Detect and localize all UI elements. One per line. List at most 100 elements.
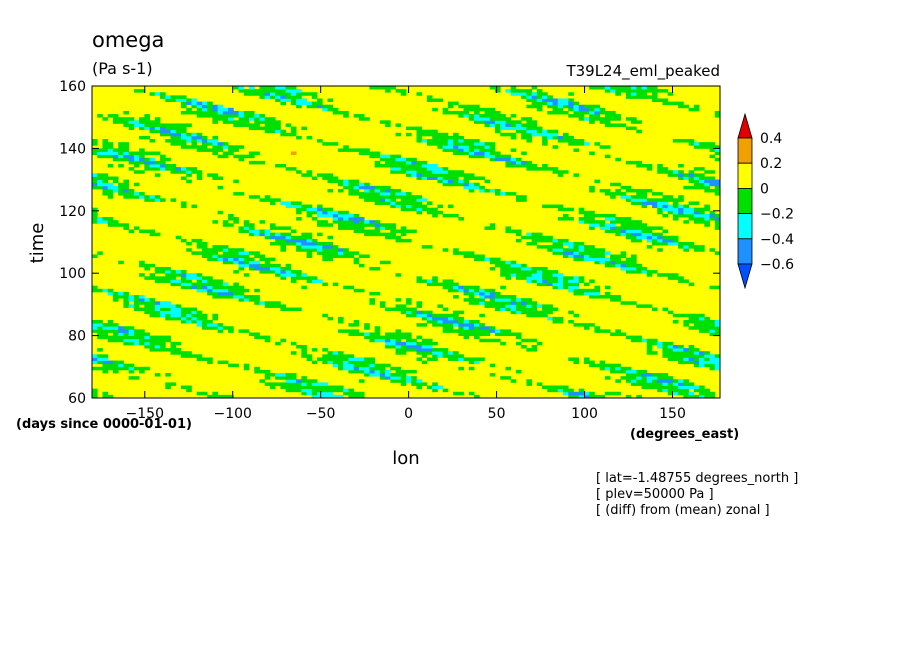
heatmap-cell [610,363,616,368]
heatmap-cell [243,260,250,265]
heatmap-cell [139,154,145,159]
heatmap-cell [583,210,590,215]
heatmap-cell [489,329,496,333]
heatmap-cell [447,182,454,187]
heatmap-cell [133,182,140,187]
heatmap-cell [667,357,674,361]
heatmap-cell [107,188,114,193]
heatmap-cell [322,242,328,246]
heatmap-cell [306,213,313,218]
heatmap-cell [160,304,166,308]
heatmap-cell [589,188,595,193]
heatmap-cell [421,382,428,386]
heatmap-cell [170,98,177,102]
heatmap-cell [280,164,287,168]
heatmap-cell [589,291,595,296]
heatmap-cell [604,285,611,290]
heatmap-cell [160,276,166,280]
heatmap-cell [254,251,260,255]
heatmap-cell [500,123,506,127]
heatmap-cell [285,89,292,93]
heatmap-cell [484,148,491,152]
heatmap-cell [599,248,606,252]
heatmap-cell [583,323,590,327]
heatmap-cell [474,320,480,324]
heatmap-cell [337,182,344,187]
heatmap-cell [374,366,381,371]
heatmap-cell [128,338,135,343]
heatmap-cell [149,229,156,234]
heatmap-cell [348,357,355,361]
heatmap-cell [180,282,187,287]
heatmap-cell [500,117,506,121]
heatmap-cell [515,195,522,199]
heatmap-cell [311,210,318,215]
heatmap-cell [327,235,334,240]
heatmap-cell [348,285,355,290]
heatmap-cell [186,351,192,355]
heatmap-cell [175,170,182,174]
heatmap-cell [678,195,684,199]
heatmap-cell [301,376,307,380]
heatmap-cell [683,245,689,249]
heatmap-cell [494,263,501,268]
heatmap-cell [662,204,669,209]
heatmap-cell [149,164,156,168]
heatmap-cell [610,182,616,187]
heatmap-cell [264,195,271,199]
heatmap-cell [311,382,318,386]
heatmap-cell [463,285,470,290]
heatmap-cell [667,173,674,177]
heatmap-cell [447,357,454,361]
heatmap-cell [678,357,684,361]
heatmap-cell [196,323,203,327]
heatmap-cell [390,332,396,336]
heatmap-cell [358,391,365,396]
heatmap-cell [280,248,287,252]
heatmap-cell [568,285,574,290]
heatmap-cell [463,288,470,293]
heatmap-cell [196,279,203,283]
heatmap-cell [400,207,407,212]
heatmap-cell [306,354,313,358]
heatmap-cell [269,263,276,268]
heatmap-cell [646,188,653,193]
heatmap-cell [589,394,595,399]
heatmap-cell [636,369,642,374]
heatmap-cell [400,226,407,230]
heatmap-cell [222,220,229,224]
heatmap-cell [379,86,386,90]
heatmap-cell [426,170,433,174]
heatmap-cell [453,329,459,333]
heatmap-cell [123,182,130,187]
heatmap-cell [102,173,109,177]
heatmap-cell [222,257,229,262]
heatmap-cell [662,201,669,205]
heatmap-cell [437,139,444,143]
heatmap-cell [92,360,98,365]
heatmap-cell [542,204,548,209]
heatmap-cell [484,295,491,299]
heatmap-cell [285,376,292,380]
heatmap-cell [139,366,145,371]
heatmap-cell [683,204,689,209]
heatmap-cell [447,351,454,355]
heatmap-cell [133,170,140,174]
heatmap-cell [348,192,355,196]
heatmap-cell [699,210,705,215]
heatmap-cell [646,344,653,349]
heatmap-cell [180,273,187,277]
heatmap-cell [337,110,344,115]
heatmap-cell [704,320,710,324]
heatmap-cell [442,182,449,187]
heatmap-cell [615,89,621,93]
heatmap-cell [97,354,103,358]
heatmap-cell [222,288,229,293]
heatmap-cell [615,295,621,299]
heatmap-cell [636,195,642,199]
heatmap-cell [631,266,637,271]
heatmap-cell [186,310,192,315]
heatmap-cell [704,142,710,146]
heatmap-cell [118,120,124,124]
heatmap-cell [107,148,114,152]
